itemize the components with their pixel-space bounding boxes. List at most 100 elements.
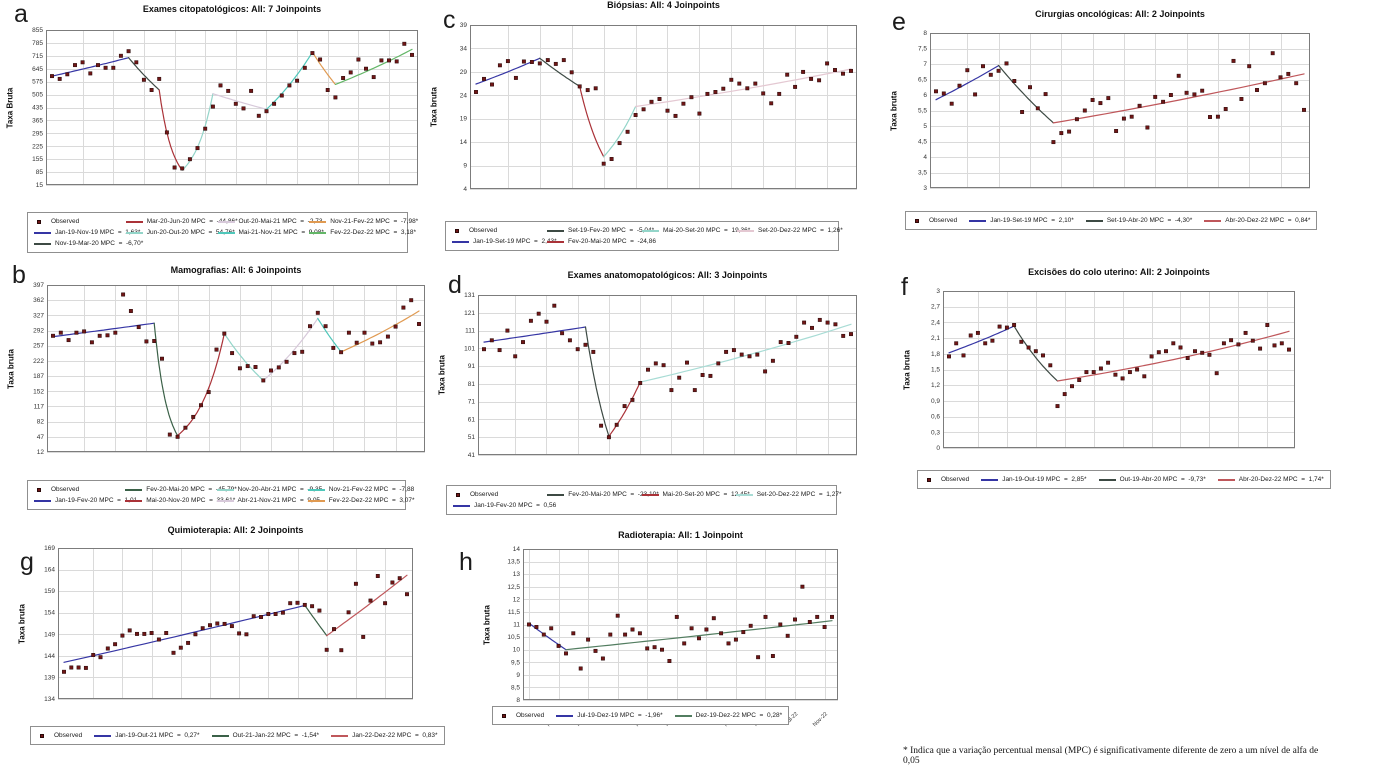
legend-entry: Dez-19-Dez-22 MPC = 0,28* bbox=[674, 710, 782, 721]
svg-text:2,1: 2,1 bbox=[931, 335, 940, 342]
segment-line-swatch bbox=[34, 499, 51, 502]
svg-text:11,5: 11,5 bbox=[508, 609, 521, 616]
legend-entry: Mai-20-Nov-20 MPC = 33,61* bbox=[125, 495, 235, 506]
legend-entry-label: Nov-19-Mar-20 MPC = -6,70* bbox=[55, 240, 144, 247]
legend-entry: Jan-19-Set-19 MPC = 2,10* bbox=[969, 215, 1074, 226]
svg-text:121: 121 bbox=[464, 310, 475, 317]
chart-panel-a: a Exames citopatológicos: All: 7 Joinpoi… bbox=[0, 0, 440, 256]
svg-text:1,8: 1,8 bbox=[931, 351, 940, 358]
svg-text:47: 47 bbox=[37, 434, 45, 441]
svg-text:149: 149 bbox=[44, 631, 55, 638]
panel-letter-b: b bbox=[12, 261, 26, 289]
svg-text:645: 645 bbox=[32, 66, 43, 73]
chart-panel-g: g Quimioterapia: All: 2 Joinpoints Taxa … bbox=[0, 516, 445, 774]
chart-title-a: Exames citopatológicos: All: 7 Joinpoint… bbox=[142, 4, 322, 14]
observed-points bbox=[947, 323, 1291, 409]
svg-text:10,5: 10,5 bbox=[507, 634, 520, 641]
legend-entry: Set-19-Fev-20 MPC = -5,04* bbox=[547, 225, 654, 236]
legend-entry: Mai-20-Set-20 MPC = 12,45* bbox=[641, 489, 750, 500]
y-tick-labels: 131 121 111 101 91 81 71 61 51 41 bbox=[464, 292, 475, 459]
svg-text:15: 15 bbox=[36, 182, 44, 189]
svg-text:Nov-22: Nov-22 bbox=[812, 711, 829, 728]
chart-title-b: Mamografias: All: 6 Joinpoints bbox=[170, 265, 302, 275]
legend-box: Observed Jan-19-Fev-20 MPC = 1,01 Fev-20-M… bbox=[27, 480, 415, 510]
legend-column: Observed bbox=[924, 474, 969, 485]
legend-entry-label: Out-19-Abr-20 MPC = -9,73* bbox=[1119, 476, 1206, 483]
legend-entry-label: Fev-22-Dez-22 MPC = 3,18* bbox=[330, 229, 417, 236]
svg-text:155: 155 bbox=[32, 156, 43, 163]
segment-line-swatch bbox=[217, 231, 235, 234]
y-axis-label: Taxa bruta bbox=[429, 87, 439, 127]
legend-box: Observed Jan-19-Nov-19 MPC = 1,63* Nov-19-… bbox=[27, 212, 418, 253]
legend-entry-label: Observed bbox=[51, 486, 80, 493]
svg-text:295: 295 bbox=[32, 130, 43, 137]
legend-entry-label: Nov-21-Fev-22 MPC = -7,98* bbox=[330, 218, 419, 225]
legend-entry-label: Jan-22-Dez-22 MPC = 0,83* bbox=[352, 732, 438, 739]
legend-box: Observed Jan-19-Set-19 MPC = 2,43* Set-19-… bbox=[445, 221, 843, 251]
svg-text:7: 7 bbox=[923, 61, 927, 68]
legend-entry: Jun-20-Out-20 MPC = 54,76* bbox=[125, 227, 235, 238]
segment-line-swatch bbox=[1217, 478, 1235, 481]
svg-text:139: 139 bbox=[44, 674, 55, 681]
observed-marker-icon bbox=[915, 218, 919, 223]
y-tick-labels: 8 7,5 7 6,5 6 5,5 5 4,5 4 3,5 3 bbox=[918, 30, 927, 192]
legend-entry-label: Set-20-Dez-22 MPC = 1,27* bbox=[756, 491, 842, 498]
legend-column: Set-20-Dez-22 MPC = 1,27* bbox=[735, 489, 841, 500]
svg-text:435: 435 bbox=[32, 105, 43, 112]
chart-panel-d: d Exames anatomopatológicos: All: 3 Join… bbox=[438, 258, 880, 516]
legend-column: Set-19-Fev-20 MPC = -5,04* Fev-20-Mai-20 … bbox=[547, 225, 656, 247]
panel-letter-c: c bbox=[443, 6, 456, 34]
trend-segments bbox=[483, 323, 852, 437]
svg-text:164: 164 bbox=[44, 567, 55, 574]
svg-text:41: 41 bbox=[468, 452, 476, 459]
legend-entry: Observed bbox=[37, 730, 82, 741]
y-tick-labels: 39 34 29 24 19 14 9 4 bbox=[460, 22, 468, 193]
legend-entry: Mai-21-Nov-21 MPC = 9,08* bbox=[217, 227, 324, 238]
segment-line-swatch bbox=[981, 478, 999, 481]
legend-entry: Fev-20-Mai-20 MPC = -24,86 bbox=[547, 236, 656, 247]
legend-column: Fev-20-Mai-20 MPC = -45,79* Mai-20-Nov-20… bbox=[125, 484, 237, 506]
legend-column: Observed bbox=[37, 730, 82, 741]
plot-area: 131 121 111 101 91 81 71 61 51 41 bbox=[464, 292, 857, 459]
legend-column: Set-20-Dez-22 MPC = 1,26* bbox=[737, 225, 843, 236]
observed-points bbox=[51, 292, 421, 439]
legend-entry-label: Observed bbox=[469, 227, 498, 234]
legend-entry: Abr-20-Dez-22 MPC = 0,84* bbox=[1204, 215, 1310, 226]
svg-text:111: 111 bbox=[465, 328, 475, 335]
legend-entry: Jan-19-Set-19 MPC = 2,43* bbox=[452, 236, 557, 247]
svg-text:10: 10 bbox=[513, 647, 521, 654]
svg-text:2,7: 2,7 bbox=[931, 304, 940, 311]
segment-line-swatch bbox=[331, 734, 349, 737]
legend-column: Mai-20-Set-20 MPC = 19,36* bbox=[642, 225, 750, 236]
observed-points bbox=[50, 41, 414, 171]
svg-text:785: 785 bbox=[32, 40, 43, 47]
observed-points bbox=[527, 584, 834, 671]
trend-segments bbox=[475, 57, 852, 158]
legend-entry: Jan-19-Fev-20 MPC = 1,01 bbox=[34, 495, 137, 506]
svg-text:505: 505 bbox=[32, 92, 43, 99]
chart-title-h: Radioterapia: All: 1 Joinpoint bbox=[618, 530, 743, 540]
legend-entry-label: Observed bbox=[516, 712, 545, 719]
segment-line-swatch bbox=[735, 493, 753, 496]
svg-text:5: 5 bbox=[923, 123, 927, 130]
legend-column: Observed Jan-19-Fev-20 MPC = 0,56 bbox=[453, 489, 556, 511]
legend-column: Out-20-Mai-21 MPC = -2,73 Mai-21-Nov-21 M… bbox=[217, 216, 324, 238]
panel-letter-e: e bbox=[892, 8, 906, 36]
legend-entry-label: Abr-20-Dez-22 MPC = 0,84* bbox=[1225, 217, 1311, 224]
legend-entry: Jan-19-Nov-19 MPC = 1,63* bbox=[34, 227, 140, 238]
svg-text:225: 225 bbox=[32, 143, 43, 150]
svg-text:159: 159 bbox=[44, 588, 55, 595]
legend-entry-label: Set-20-Dez-22 MPC = 1,26* bbox=[758, 227, 843, 234]
svg-text:4: 4 bbox=[463, 186, 467, 193]
segment-line-swatch bbox=[216, 488, 234, 491]
legend-column: Mai-20-Set-20 MPC = 12,45* bbox=[641, 489, 750, 500]
svg-text:101: 101 bbox=[464, 345, 475, 352]
plot-area: 39 34 29 24 19 14 9 4 bbox=[460, 22, 857, 193]
y-tick-labels: 169 164 159 154 149 144 139 134 bbox=[44, 545, 55, 703]
chart-panel-e: e Cirurgias oncológicas: All: 2 Joinpoin… bbox=[880, 0, 1377, 256]
legend-column: Out-19-Abr-20 MPC = -9,73* bbox=[1098, 474, 1206, 485]
legend-entry-label: Abr-20-Dez-22 MPC = 1,74* bbox=[1238, 476, 1324, 483]
svg-text:1,5: 1,5 bbox=[931, 367, 940, 374]
legend-entry: Observed bbox=[452, 225, 547, 236]
segment-line-swatch bbox=[556, 714, 574, 717]
